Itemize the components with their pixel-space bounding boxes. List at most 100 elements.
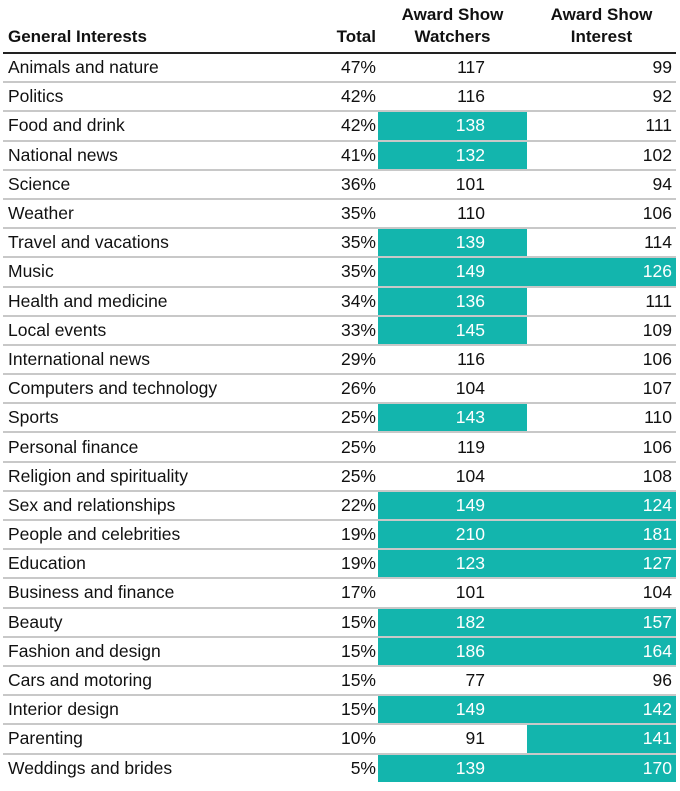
interest-index-cell: 170 [527,753,676,782]
watchers-index-cell: 210 [378,520,527,551]
interest-name-cell: Travel and vacations [3,228,265,259]
interest-index-cell: 96 [527,665,676,697]
interest-name-cell: Sex and relationships [3,490,265,522]
total-cell: 15% [265,607,378,638]
interest-name-cell: Weddings and brides [8,757,173,778]
total-cell: 42% [265,111,378,142]
interest-name-cell: Local events [3,315,265,346]
interest-name-cell: Business and finance [3,578,265,609]
total-cell: 15% [265,636,378,667]
watchers-index-cell: 138 [378,111,527,142]
watchers-index-cell: 132 [378,140,527,171]
table-row: Personal finance 25% 119 106 [3,432,676,463]
header-watchers-line1: Award Show [401,5,504,24]
interest-name-cell: Science [3,169,265,200]
watchers-index-cell: 145 [378,315,527,346]
watchers-index-cell: 186 [378,636,527,667]
table-body: Animals and nature 47% 117 99 Politics 42% 116… [3,53,676,782]
watchers-index-cell: 139 [378,228,527,259]
table-row: People and celebrities 19% 210 181 [3,520,676,551]
interest-name-cell: National news [3,140,265,171]
header-award-show-watchers: Award Show Watchers [378,0,527,54]
total-cell: 15% [265,665,378,697]
table-row: Weddings and brides 5% 139 170 [3,753,676,782]
table-row: Computers and technology 26% 104 107 [3,374,676,405]
interest-index-cell: 108 [527,461,676,492]
interest-name-cell: Sports [3,403,265,434]
header-row: General Interests Total Award Show Watch… [3,0,676,54]
interest-index-cell: 111 [527,111,676,142]
watchers-index-cell: 123 [378,549,527,580]
total-cell: 47% [265,53,378,84]
interest-index-cell: 106 [527,198,676,230]
watchers-index-cell: 119 [378,432,527,463]
table-row: Music 35% 149 126 [3,257,676,288]
watchers-index-cell: 104 [378,461,527,492]
table-row: Fashion and design 15% 186 164 [3,636,676,667]
interest-name-cell: Parenting [3,724,265,755]
total-cell: 25% [265,461,378,492]
total-cell: 19% [265,549,378,580]
watchers-index-cell: 182 [378,607,527,638]
interest-index-cell: 126 [527,257,676,288]
header-interest-line2: Interest [570,27,633,46]
table-row: Weather 35% 110 106 [3,198,676,230]
interest-index-cell: 181 [527,520,676,551]
total-cell: 42% [265,82,378,113]
table-row: Politics 42% 116 92 [3,82,676,113]
interest-index-cell: 94 [527,169,676,200]
interest-index-cell: 127 [527,549,676,580]
table-row: Health and medicine 34% 136 111 [3,286,676,317]
watchers-index-cell: 116 [378,82,527,113]
total-cell: 5% [350,757,376,778]
interest-index-cell: 106 [527,344,676,376]
total-cell: 29% [265,344,378,376]
header-general-interests: General Interests [3,0,265,54]
interest-index-cell: 92 [527,82,676,113]
table-row: International news 29% 116 106 [3,344,676,376]
interest-index-cell: 110 [527,403,676,434]
table-row: Science 36% 101 94 [3,169,676,200]
interest-name-cell: Cars and motoring [3,665,265,697]
total-cell: 35% [265,198,378,230]
watchers-index-cell: 143 [378,403,527,434]
watchers-index-cell: 149 [378,257,527,288]
watchers-index-cell: 77 [378,665,527,697]
table-row: Cars and motoring 15% 77 96 [3,665,676,697]
interest-index-cell: 107 [527,374,676,405]
interest-name-cell: Beauty [3,607,265,638]
total-cell: 35% [265,228,378,259]
interest-index-cell: 102 [527,140,676,171]
table-row: Business and finance 17% 101 104 [3,578,676,609]
header-watchers-line2: Watchers [414,27,491,46]
watchers-index-cell: 117 [378,53,527,84]
table-row: Beauty 15% 182 157 [3,607,676,638]
total-cell: 15% [265,695,378,726]
total-cell: 34% [265,286,378,317]
watchers-index-cell: 116 [378,344,527,376]
watchers-index-cell: 139 [378,753,527,782]
watchers-index-cell: 149 [378,490,527,522]
table-row: Travel and vacations 35% 139 114 [3,228,676,259]
watchers-index-cell: 101 [378,578,527,609]
interest-name-cell: International news [3,344,265,376]
table-row: Food and drink 42% 138 111 [3,111,676,142]
table-row: National news 41% 132 102 [3,140,676,171]
interest-name-cell: People and celebrities [3,520,265,551]
total-cell: 35% [265,257,378,288]
watchers-index-cell: 110 [378,198,527,230]
interest-name-cell: Computers and technology [3,374,265,405]
interest-name-cell: Interior design [3,695,265,726]
interest-index-cell: 106 [527,432,676,463]
total-cell: 17% [265,578,378,609]
interest-name-cell: Education [3,549,265,580]
interest-index-cell: 141 [527,724,676,755]
interest-name-cell: Animals and nature [3,53,265,84]
watchers-index-cell: 91 [378,724,527,755]
interest-name-cell: Personal finance [3,432,265,463]
interest-name-cell: Music [3,257,265,288]
total-cell: 19% [265,520,378,551]
interest-index-cell: 114 [527,228,676,259]
table-header: General Interests Total Award Show Watch… [3,0,676,54]
general-interests-table: General Interests Total Award Show Watch… [3,0,676,782]
